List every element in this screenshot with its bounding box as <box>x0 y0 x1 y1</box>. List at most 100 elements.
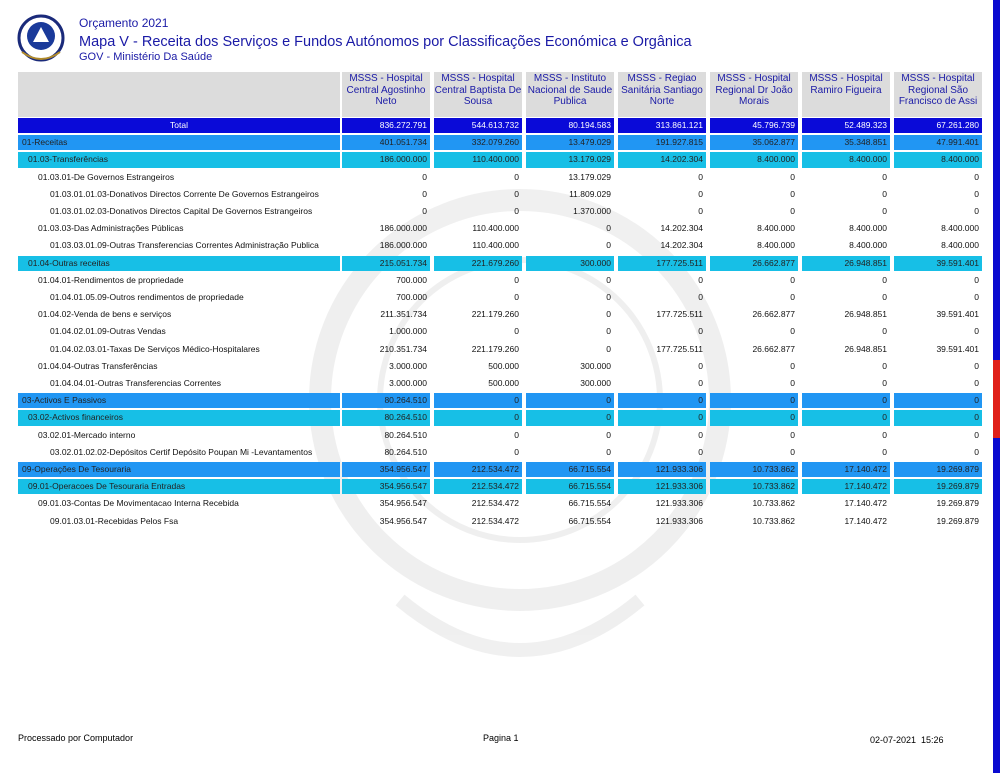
footer-page: Pagina 1 <box>483 733 519 743</box>
row-value: 0 <box>790 429 795 440</box>
row-value: 8.400.000 <box>894 152 982 168</box>
row-value: 0 <box>618 393 706 409</box>
row-value: 0 <box>790 446 795 457</box>
row-value: 212.534.472 <box>434 462 522 478</box>
row-value: 10.733.862 <box>752 515 795 526</box>
row-value: 80.264.510 <box>342 410 430 426</box>
row-value: 14.202.304 <box>660 223 703 234</box>
row-value: 0 <box>790 274 795 285</box>
row-value: 39.591.401 <box>936 309 979 320</box>
row-value: 110.400.000 <box>472 240 519 251</box>
row-value: 0 <box>606 292 611 302</box>
row-value: 0 <box>882 326 887 337</box>
row-value: 0 <box>974 360 979 371</box>
row-value: 0 <box>790 292 795 302</box>
row-value: 0 <box>618 410 706 426</box>
row-value: 0 <box>514 274 519 285</box>
row-value: 121.933.306 <box>618 479 706 495</box>
row-value: 544.613.732 <box>434 118 522 134</box>
report-title: Mapa V - Receita dos Serviços e Fundos A… <box>79 34 692 50</box>
row-value: 0 <box>974 171 979 182</box>
row-value: 0 <box>698 446 703 457</box>
row-value: 210.351.734 <box>379 343 427 354</box>
row-value: 186.000.000 <box>342 152 430 168</box>
row-value: 19.269.879 <box>894 462 982 478</box>
row-value: 0 <box>882 292 887 302</box>
row-value: 354.956.547 <box>379 498 427 509</box>
row-value: 0 <box>974 326 979 337</box>
row-value: 0 <box>698 171 703 182</box>
row-value: 0 <box>882 171 887 182</box>
row-value: 0 <box>514 171 519 182</box>
row-value: 0 <box>698 206 703 216</box>
row-value: 0 <box>698 188 703 199</box>
row-value: 0 <box>606 240 611 251</box>
row-value: 0 <box>606 446 611 457</box>
row-value: 0 <box>514 429 519 440</box>
row-value: 0 <box>698 429 703 440</box>
row-value: 212.534.472 <box>434 479 522 495</box>
footer-left: Processado por Computador <box>18 733 134 743</box>
row-value: 211.351.734 <box>380 309 427 320</box>
row-value: 0 <box>802 410 890 426</box>
row-value: 0 <box>606 274 611 285</box>
row-value: 0 <box>882 274 887 285</box>
row-value: 17.140.472 <box>802 479 890 495</box>
row-value: 26.662.877 <box>710 255 798 271</box>
row-value: 0 <box>606 309 611 320</box>
row-label: Total <box>18 118 340 134</box>
row-value: 35.062.877 <box>710 135 798 151</box>
row-value: 66.715.554 <box>568 515 611 526</box>
row-value: 700.000 <box>396 274 427 285</box>
row-value: 0 <box>974 378 979 388</box>
row-value: 0 <box>698 360 703 371</box>
row-value: 80.264.510 <box>342 393 430 409</box>
row-value: 1.000.000 <box>389 326 427 337</box>
footer-date: 02-07-2021 <box>870 735 917 745</box>
row-value: 35.348.851 <box>802 135 890 151</box>
row-value: 0 <box>790 378 795 388</box>
row-value: 14.202.304 <box>660 240 703 251</box>
row-value: 10.733.862 <box>752 498 795 509</box>
row-label: 01.03.01.01.03-Donativos Directos Corren… <box>50 188 319 199</box>
row-value: 66.715.554 <box>526 462 614 478</box>
row-value: 10.733.862 <box>710 462 798 478</box>
row-value: 177.725.511 <box>618 255 706 271</box>
row-value: 0 <box>882 446 887 457</box>
row-label: 01.03.03-Das Administrações Públicas <box>38 223 184 234</box>
column-header: MSSS - Hospital Regional São Francisco d… <box>894 72 982 117</box>
row-value: 300.000 <box>580 378 611 388</box>
row-value: 8.400.000 <box>941 240 979 251</box>
row-label: 01.03.03.01.09-Outras Transferencias Cor… <box>50 240 319 251</box>
row-label: 01.03.01-De Governos Estrangeiros <box>38 171 175 182</box>
row-label: 01-Receitas <box>18 135 340 151</box>
row-label: 03-Activos E Passivos <box>18 393 340 409</box>
row-value: 0 <box>790 360 795 371</box>
row-value: 17.140.472 <box>844 498 887 509</box>
row-value: 13.479.029 <box>526 135 614 151</box>
row-value: 10.733.862 <box>710 479 798 495</box>
row-value: 66.715.554 <box>526 479 614 495</box>
row-value: 313.861.121 <box>618 118 706 134</box>
row-value: 52.489.323 <box>802 118 890 134</box>
row-value: 66.715.554 <box>568 498 611 509</box>
row-label: 03.02-Activos financeiros <box>18 410 340 426</box>
side-marker <box>993 360 1000 438</box>
row-value: 39.591.401 <box>894 255 982 271</box>
row-value: 17.140.472 <box>844 515 887 526</box>
row-value: 0 <box>514 326 519 337</box>
row-value: 836.272.791 <box>342 118 430 134</box>
row-value: 19.269.879 <box>936 515 979 526</box>
row-value: 121.933.306 <box>618 462 706 478</box>
row-value: 0 <box>514 292 519 302</box>
row-value: 0 <box>710 410 798 426</box>
row-value: 0 <box>698 326 703 337</box>
row-value: 121.933.306 <box>655 515 703 526</box>
logo <box>17 14 65 62</box>
row-value: 0 <box>514 206 519 216</box>
row-value: 0 <box>526 393 614 409</box>
row-value: 0 <box>422 171 427 182</box>
row-value: 39.591.401 <box>936 343 979 354</box>
row-value: 3.000.000 <box>389 360 427 371</box>
row-value: 0 <box>974 274 979 285</box>
